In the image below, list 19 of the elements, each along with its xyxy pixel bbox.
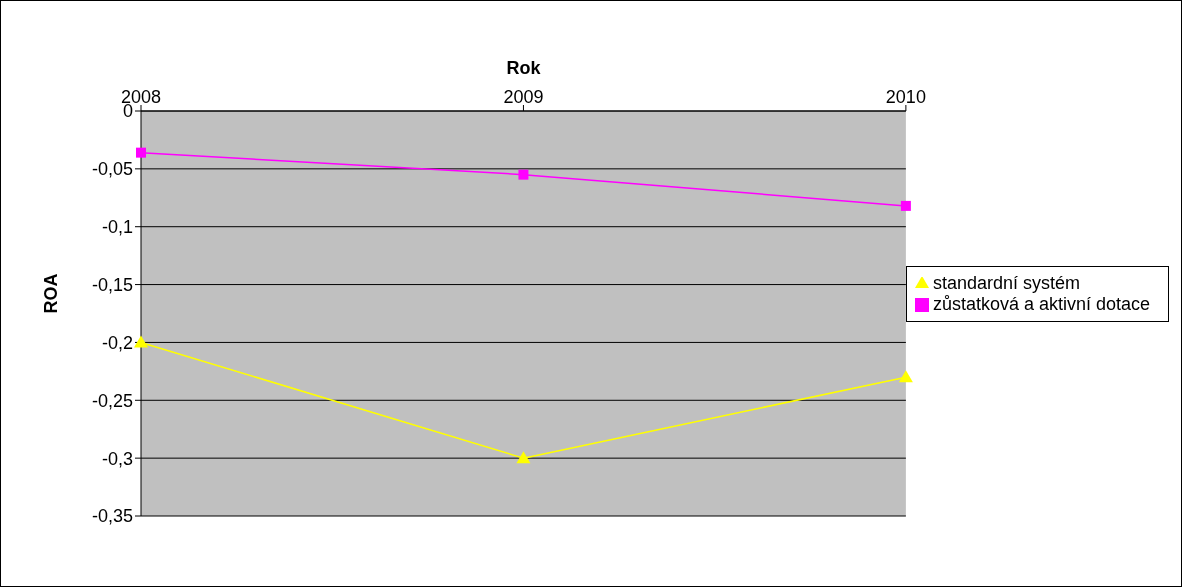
point bbox=[518, 169, 529, 180]
x-tick-label: 2009 bbox=[503, 87, 544, 107]
y-tick-label: -0,25 bbox=[91, 390, 133, 411]
point bbox=[516, 451, 531, 464]
point bbox=[134, 335, 148, 348]
legend-label: standardní systém bbox=[932, 272, 1080, 293]
y-tick-label: -0,15 bbox=[91, 274, 133, 295]
point bbox=[898, 370, 913, 383]
x-axis-title: Rok bbox=[506, 57, 542, 78]
y-tick-label: -0,05 bbox=[91, 159, 133, 180]
y-tick-label: -0,2 bbox=[101, 332, 133, 353]
point bbox=[900, 200, 911, 211]
point bbox=[136, 147, 146, 158]
y-tick-label: -0,35 bbox=[91, 506, 133, 527]
y-axis-title: ROA bbox=[41, 273, 62, 314]
y-tick-label: -0,3 bbox=[101, 448, 133, 469]
x-tick-label: 2010 bbox=[885, 87, 926, 107]
y-tick-label: -0,1 bbox=[101, 217, 133, 238]
legend-label: zůstatková a aktivní dotace bbox=[932, 293, 1150, 314]
